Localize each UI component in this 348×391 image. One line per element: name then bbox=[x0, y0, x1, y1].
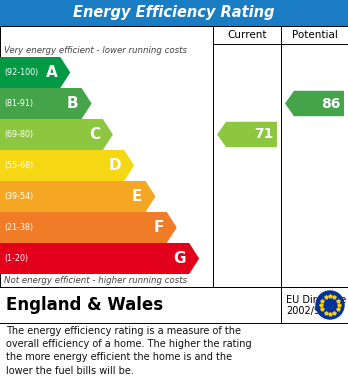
Text: A: A bbox=[46, 65, 57, 80]
Text: C: C bbox=[89, 127, 100, 142]
Text: 71: 71 bbox=[254, 127, 274, 142]
Text: F: F bbox=[153, 220, 164, 235]
Text: (81-91): (81-91) bbox=[4, 99, 33, 108]
Bar bbox=[0, 0, 348, 26]
Text: EU Directive: EU Directive bbox=[286, 295, 346, 305]
Text: The energy efficiency rating is a measure of the
overall efficiency of a home. T: The energy efficiency rating is a measur… bbox=[6, 326, 252, 376]
Polygon shape bbox=[0, 181, 156, 212]
Text: (1-20): (1-20) bbox=[4, 254, 28, 263]
Text: Current: Current bbox=[227, 30, 267, 40]
Polygon shape bbox=[0, 119, 113, 150]
Polygon shape bbox=[0, 212, 177, 243]
Text: (92-100): (92-100) bbox=[4, 68, 38, 77]
Text: G: G bbox=[174, 251, 186, 266]
Text: E: E bbox=[132, 189, 142, 204]
Text: D: D bbox=[109, 158, 121, 173]
Text: Energy Efficiency Rating: Energy Efficiency Rating bbox=[73, 5, 275, 20]
Polygon shape bbox=[0, 243, 199, 274]
Text: Very energy efficient - lower running costs: Very energy efficient - lower running co… bbox=[4, 46, 187, 55]
Polygon shape bbox=[217, 122, 277, 147]
Text: 86: 86 bbox=[322, 97, 341, 111]
Text: (69-80): (69-80) bbox=[4, 130, 33, 139]
Text: (21-38): (21-38) bbox=[4, 223, 33, 232]
Bar bbox=[0, 287, 348, 323]
Text: 2002/91/EC: 2002/91/EC bbox=[286, 306, 342, 316]
Polygon shape bbox=[0, 150, 134, 181]
Text: (39-54): (39-54) bbox=[4, 192, 33, 201]
Text: Not energy efficient - higher running costs: Not energy efficient - higher running co… bbox=[4, 276, 187, 285]
Polygon shape bbox=[0, 88, 92, 119]
Circle shape bbox=[316, 291, 344, 319]
Text: England & Wales: England & Wales bbox=[6, 296, 163, 314]
Polygon shape bbox=[285, 91, 344, 116]
Text: Potential: Potential bbox=[292, 30, 338, 40]
Polygon shape bbox=[0, 57, 70, 88]
Text: B: B bbox=[67, 96, 79, 111]
Text: (55-68): (55-68) bbox=[4, 161, 33, 170]
Bar bbox=[0, 26, 348, 287]
